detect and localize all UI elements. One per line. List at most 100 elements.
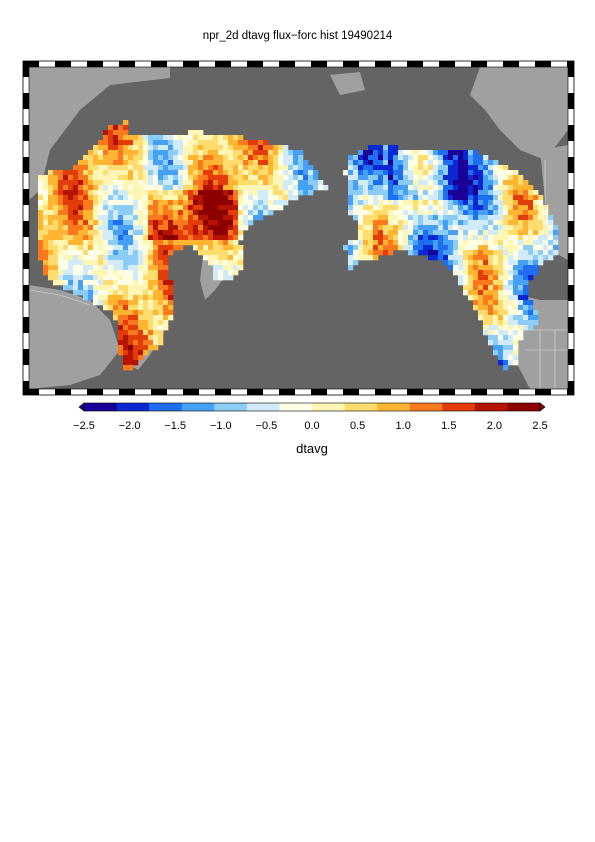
data-cell [163, 285, 169, 291]
data-cell [523, 260, 529, 266]
data-cell [453, 160, 459, 166]
data-cell [268, 160, 274, 166]
data-cell [143, 345, 149, 351]
data-cell [413, 165, 419, 171]
data-cell [508, 195, 514, 201]
data-cell [138, 160, 144, 166]
data-cell [513, 290, 519, 296]
data-cell [163, 215, 169, 221]
data-cell [143, 195, 149, 201]
data-cell [418, 155, 424, 161]
data-cell [493, 270, 499, 276]
data-cell [498, 280, 504, 286]
data-cell [123, 325, 129, 331]
data-cell [138, 135, 144, 141]
data-cell [438, 245, 444, 251]
data-cell [478, 220, 484, 226]
data-cell [373, 200, 379, 206]
data-cell [208, 160, 214, 166]
data-cell [228, 195, 234, 201]
data-cell [458, 280, 464, 286]
data-cell [198, 200, 204, 206]
data-cell [153, 230, 159, 236]
data-cell [253, 195, 259, 201]
colorbar-segment [442, 403, 476, 411]
data-cell [518, 190, 524, 196]
data-cell [123, 210, 129, 216]
data-cell [448, 150, 454, 156]
data-cell [448, 175, 454, 181]
data-cell [283, 150, 289, 156]
data-cell [128, 190, 134, 196]
data-cell [388, 240, 394, 246]
data-cell [173, 175, 179, 181]
data-cell [533, 240, 539, 246]
data-cell [393, 245, 399, 251]
data-cell [223, 270, 229, 276]
data-cell [108, 230, 114, 236]
data-cell [98, 165, 104, 171]
data-cell [48, 195, 54, 201]
colorbar-segment [84, 403, 117, 411]
data-cell [493, 285, 499, 291]
data-cell [153, 175, 159, 181]
data-cell [498, 225, 504, 231]
data-cell [478, 305, 484, 311]
data-cell [358, 190, 364, 196]
data-cell [53, 170, 59, 176]
data-cell [103, 175, 109, 181]
data-cell [58, 210, 64, 216]
data-cell [123, 125, 129, 131]
data-cell [433, 185, 439, 191]
data-cell [248, 170, 254, 176]
data-cell [503, 185, 509, 191]
data-cell [128, 160, 134, 166]
data-cell [153, 275, 159, 281]
data-cell [188, 150, 194, 156]
data-cell [48, 200, 54, 206]
data-cell [143, 320, 149, 326]
data-cell [208, 240, 214, 246]
data-cell [108, 135, 114, 141]
data-cell [228, 225, 234, 231]
data-cell [443, 155, 449, 161]
data-cell [418, 180, 424, 186]
data-cell [433, 210, 439, 216]
data-cell [218, 180, 224, 186]
data-cell [518, 325, 524, 331]
data-cell [498, 310, 504, 316]
frame-segment [23, 389, 39, 395]
data-cell [103, 205, 109, 211]
data-cell [108, 200, 114, 206]
data-cell [123, 235, 129, 241]
data-cell [193, 245, 199, 251]
data-cell [518, 305, 524, 311]
data-cell [423, 150, 429, 156]
data-cell [458, 275, 464, 281]
data-cell [163, 275, 169, 281]
data-cell [218, 230, 224, 236]
frame-segment [568, 173, 574, 189]
data-cell [308, 190, 314, 196]
data-cell [513, 285, 519, 291]
data-cell [528, 220, 534, 226]
data-cell [363, 225, 369, 231]
data-cell [93, 195, 99, 201]
data-cell [523, 245, 529, 251]
data-cell [213, 235, 219, 241]
data-cell [398, 230, 404, 236]
data-cell [503, 215, 509, 221]
data-cell [378, 200, 384, 206]
data-cell [478, 200, 484, 206]
data-cell [168, 140, 174, 146]
data-cell [503, 360, 509, 366]
data-cell [453, 215, 459, 221]
data-cell [128, 140, 134, 146]
frame-segment [231, 61, 247, 67]
data-cell [423, 180, 429, 186]
data-cell [38, 255, 44, 261]
data-cell [518, 235, 524, 241]
data-cell [353, 200, 359, 206]
data-cell [173, 170, 179, 176]
data-cell [203, 240, 209, 246]
